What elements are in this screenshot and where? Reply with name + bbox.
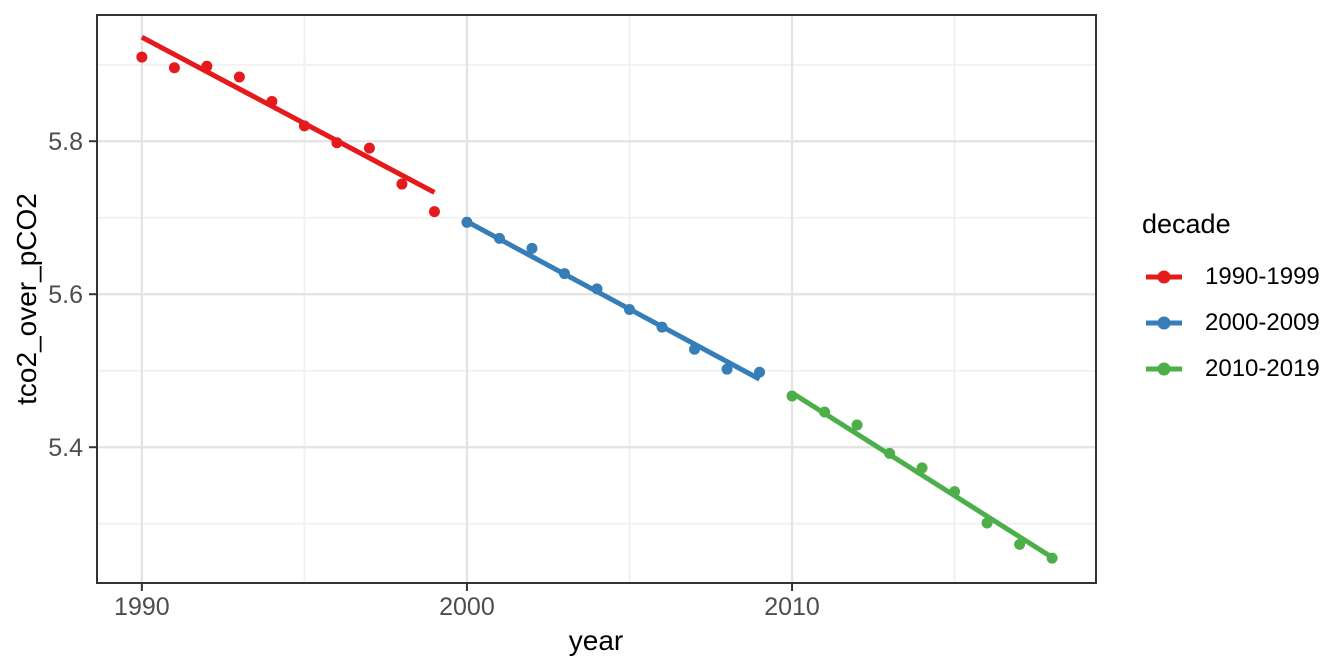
- data-point-2010-2019: [1014, 538, 1026, 550]
- data-point-2000-2009: [558, 268, 570, 280]
- legend-key-icon: [1146, 270, 1182, 284]
- x-tick-label: 1990: [114, 593, 170, 621]
- y-axis-title: tco2_over_pCO2: [11, 193, 42, 405]
- data-point-2000-2009: [591, 283, 603, 295]
- data-point-2000-2009: [689, 343, 701, 355]
- data-point-2000-2009: [656, 321, 668, 333]
- data-point-1990-1999: [363, 142, 375, 154]
- data-point-2000-2009: [493, 232, 505, 244]
- data-point-2000-2009: [623, 304, 635, 316]
- y-tick-label: 5.6: [48, 281, 83, 309]
- legend-entry: 1990-1999: [1142, 262, 1320, 292]
- trend-line-2000-2009: [465, 219, 761, 382]
- legend-entry: 2010-2019: [1142, 354, 1320, 384]
- data-point-1990-1999: [136, 51, 148, 63]
- data-point-2010-2019: [949, 486, 961, 498]
- legend-entry: 2000-2009: [1142, 308, 1320, 338]
- legend-title: decade: [1142, 209, 1231, 239]
- data-point-2010-2019: [884, 447, 896, 459]
- legend: decade 1990-1999 2000-2009 2010-2019: [1142, 208, 1320, 400]
- legend-entries: 1990-1999 2000-2009 2010-2019: [1142, 262, 1320, 384]
- data-point-2010-2019: [916, 462, 928, 474]
- data-point-2010-2019: [786, 390, 798, 402]
- data-point-2000-2009: [526, 242, 538, 254]
- x-tick-label: 2010: [764, 593, 820, 621]
- data-point-2000-2009: [754, 366, 766, 378]
- data-point-2000-2009: [721, 363, 733, 375]
- data-point-1990-1999: [298, 120, 310, 132]
- data-point-1990-1999: [201, 60, 213, 72]
- x-axis-title: year: [568, 625, 624, 656]
- data-point-1990-1999: [168, 62, 180, 74]
- legend-key-icon: [1146, 316, 1182, 330]
- legend-label: 1990-1999: [1205, 263, 1320, 290]
- data-point-1990-1999: [396, 178, 408, 190]
- data-point-1990-1999: [266, 95, 278, 107]
- plot-panel: [97, 15, 1096, 583]
- legend-key-icon: [1146, 362, 1182, 376]
- panel-border: [96, 14, 1097, 584]
- data-point-2010-2019: [851, 419, 863, 431]
- trend-line-2010-2019: [790, 390, 1054, 560]
- data-point-1990-1999: [428, 206, 440, 218]
- legend-label: 2010-2019: [1205, 355, 1320, 382]
- data-point-2000-2009: [461, 216, 473, 228]
- data-point-1990-1999: [233, 71, 245, 83]
- data-point-1990-1999: [331, 137, 343, 149]
- data-point-2010-2019: [819, 406, 831, 418]
- x-tick-label: 2000: [439, 593, 495, 621]
- data-point-2010-2019: [981, 517, 993, 529]
- legend-label: 2000-2009: [1205, 309, 1320, 336]
- y-tick-label: 5.4: [48, 434, 83, 462]
- y-tick-label: 5.8: [48, 128, 83, 156]
- trend-line-1990-1999: [140, 34, 436, 195]
- data-point-2010-2019: [1046, 552, 1058, 564]
